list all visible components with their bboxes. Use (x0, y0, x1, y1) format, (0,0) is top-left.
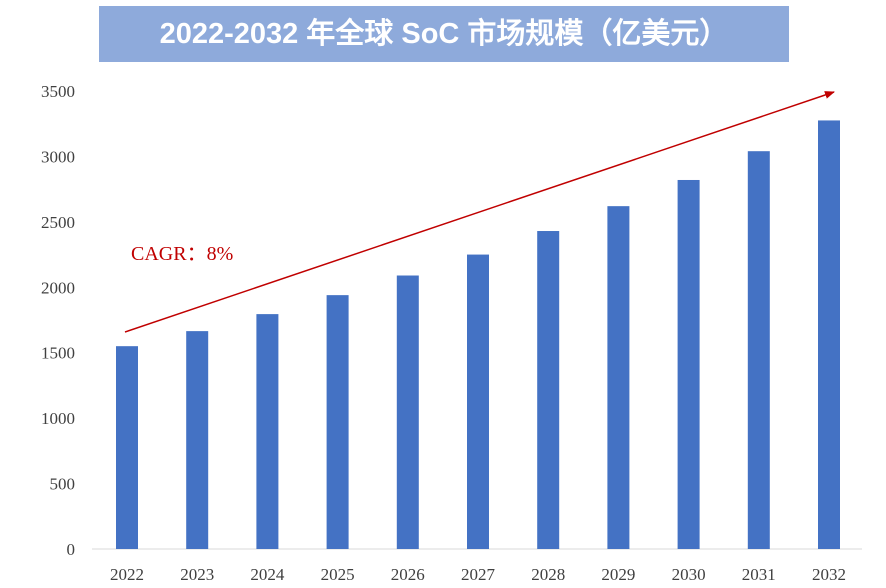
trend-arrow (124, 91, 835, 333)
chart-title: 2022-2032 年全球 SoC 市场规模（亿美元） (99, 6, 789, 62)
bar-2024 (256, 314, 279, 549)
x-tick-label: 2028 (531, 565, 565, 584)
cagr-annotation: CAGR：8% (131, 243, 233, 265)
bar-2032 (818, 120, 840, 549)
bar-2027 (467, 254, 489, 550)
bar-2025 (326, 295, 349, 549)
bar-2026 (396, 275, 419, 549)
y-tick-label: 500 (50, 475, 76, 494)
x-tick-label: 2032 (812, 565, 846, 584)
y-tick-label: 1000 (41, 409, 75, 428)
x-tick-label: 2027 (461, 565, 496, 584)
x-tick-label: 2026 (391, 565, 425, 584)
bar-2030 (677, 179, 700, 550)
x-tick-label: 2029 (601, 565, 635, 584)
x-tick-label: 2025 (321, 565, 355, 584)
x-tick-label: 2031 (742, 565, 776, 584)
y-tick-label: 1500 (41, 344, 75, 363)
bar-2022 (116, 346, 138, 549)
x-tick-label: 2023 (180, 565, 214, 584)
x-tick-label: 2022 (110, 565, 144, 584)
bar-2023 (186, 331, 209, 549)
y-tick-label: 2000 (41, 278, 75, 297)
x-tick-label: 2024 (250, 565, 285, 584)
bar-2031 (747, 151, 770, 550)
y-tick-label: 2500 (41, 213, 75, 232)
bar-2029 (607, 206, 630, 549)
y-tick-label: 3500 (41, 82, 75, 101)
x-tick-label: 2030 (672, 565, 706, 584)
bar-2028 (537, 231, 560, 549)
y-tick-label: 0 (67, 540, 76, 559)
y-tick-label: 3000 (41, 147, 75, 166)
